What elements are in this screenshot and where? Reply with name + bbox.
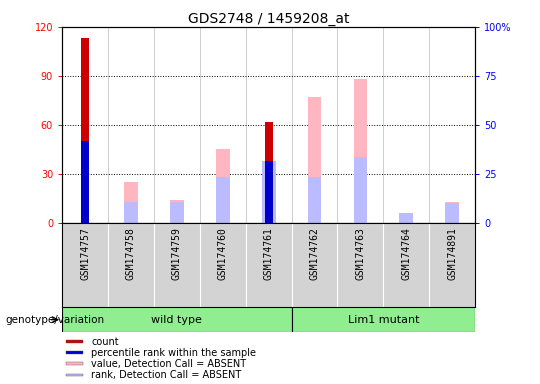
Bar (308, 97, 321, 223)
Bar (216, 177, 229, 223)
Bar (170, 200, 184, 223)
Bar (292, 307, 475, 332)
Bar (66, 341, 83, 343)
Text: rank, Detection Call = ABSENT: rank, Detection Call = ABSENT (91, 370, 241, 380)
Bar (265, 121, 273, 223)
Text: Lim1 mutant: Lim1 mutant (348, 314, 419, 325)
Bar (354, 157, 367, 223)
Bar (216, 149, 229, 223)
Bar (66, 374, 83, 376)
Bar (446, 202, 459, 223)
Text: GSM174764: GSM174764 (401, 227, 411, 280)
Text: GSM174760: GSM174760 (218, 227, 228, 280)
Bar (66, 362, 83, 365)
Bar (62, 307, 292, 332)
Bar (354, 79, 367, 223)
Bar (170, 202, 184, 223)
Bar (262, 161, 275, 223)
Bar (124, 182, 138, 223)
Text: GSM174891: GSM174891 (447, 227, 457, 280)
Text: GSM174757: GSM174757 (80, 227, 90, 280)
Title: GDS2748 / 1459208_at: GDS2748 / 1459208_at (188, 12, 349, 26)
Text: GSM174758: GSM174758 (126, 227, 136, 280)
Bar (66, 351, 83, 354)
Text: count: count (91, 336, 119, 346)
Text: percentile rank within the sample: percentile rank within the sample (91, 348, 256, 358)
Bar (81, 141, 89, 223)
Text: GSM174763: GSM174763 (355, 227, 366, 280)
Bar (446, 203, 459, 223)
Bar (400, 213, 413, 223)
Text: wild type: wild type (151, 314, 202, 325)
Bar (124, 202, 138, 223)
Text: GSM174762: GSM174762 (309, 227, 320, 280)
Text: GSM174761: GSM174761 (264, 227, 274, 280)
Text: genotype/variation: genotype/variation (5, 314, 105, 325)
Text: GSM174759: GSM174759 (172, 227, 182, 280)
Bar (265, 161, 273, 223)
Bar (81, 38, 89, 223)
Text: value, Detection Call = ABSENT: value, Detection Call = ABSENT (91, 359, 246, 369)
Bar (308, 177, 321, 223)
Bar (400, 213, 413, 223)
